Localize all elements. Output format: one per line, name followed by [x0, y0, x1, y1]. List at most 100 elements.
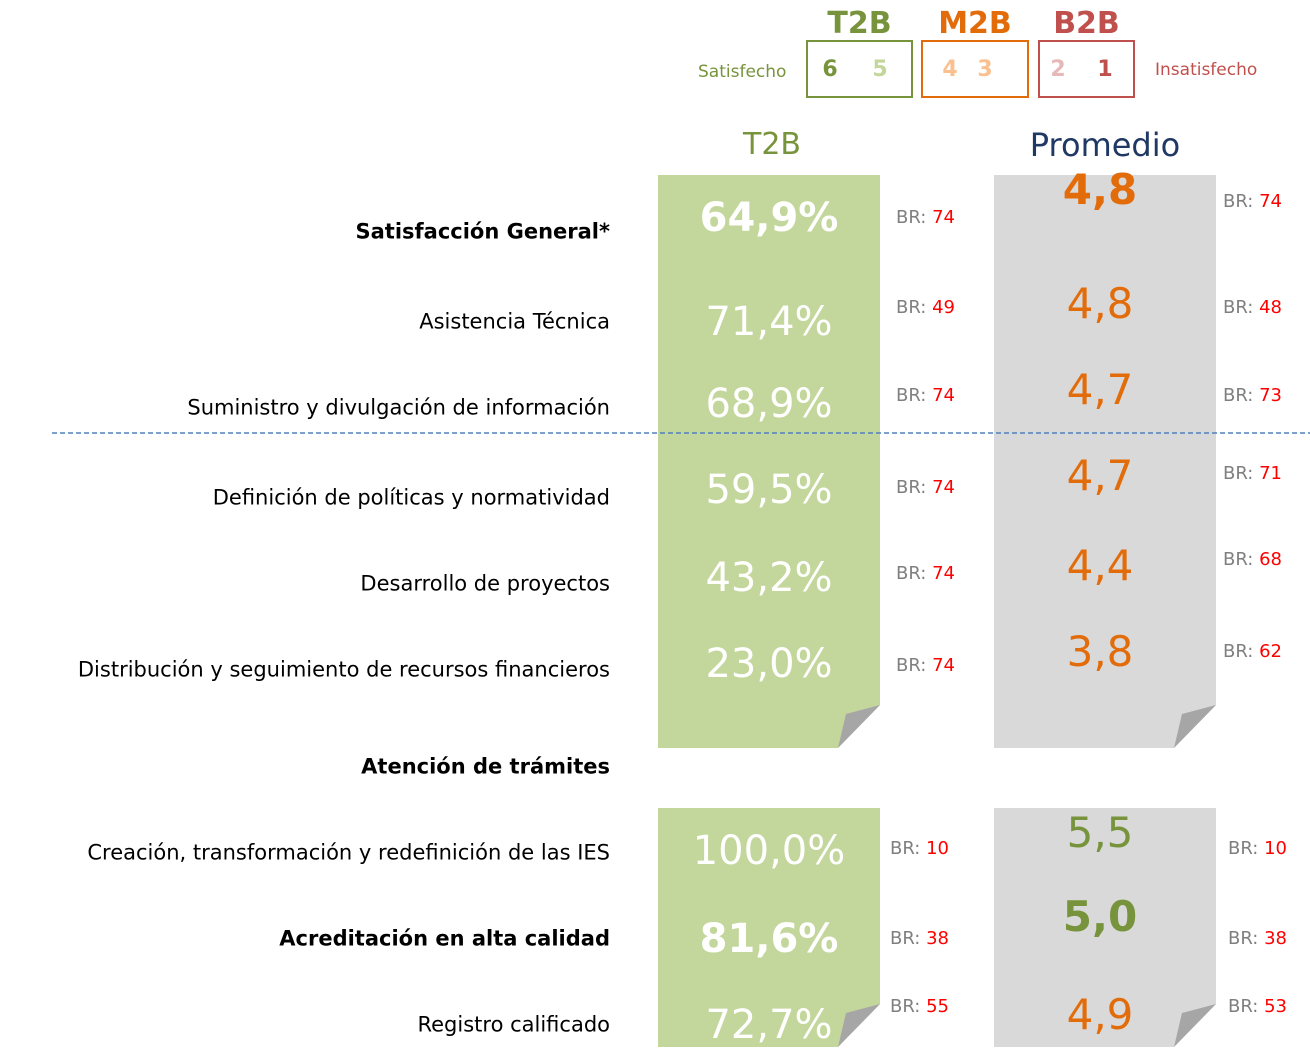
row-label: Acreditación en alta calidad — [279, 926, 610, 951]
row-label: Definición de políticas y normatividad — [212, 485, 610, 510]
base-label: BR: — [896, 477, 927, 498]
t2b-value: 43,2% — [705, 555, 833, 601]
base-label: BR: — [1223, 463, 1254, 484]
base-label: BR: — [896, 655, 927, 676]
legend-score: 6 — [822, 57, 838, 82]
base-value: 55 — [926, 996, 950, 1017]
column-header: T2B — [743, 127, 801, 162]
page-fold — [1174, 705, 1216, 748]
row-label: Registro calificado — [417, 1012, 610, 1037]
base-label: BR: — [1228, 996, 1259, 1017]
row-label: Distribución y seguimiento de recursos f… — [77, 657, 610, 682]
avg-value: 4,8 — [1062, 165, 1138, 214]
avg-value: 5,5 — [1066, 808, 1134, 857]
base-label: BR: — [1228, 838, 1259, 859]
base-value: 73 — [1259, 385, 1283, 406]
base-count: BR: 74 — [896, 209, 955, 227]
avg-value: 4,7 — [1066, 451, 1134, 500]
base-label: BR: — [896, 385, 927, 406]
base-label: BR: — [1223, 385, 1254, 406]
base-label: BR: — [896, 297, 927, 318]
base-label: BR: — [1228, 928, 1259, 949]
row-label: Creación, transformación y redefinición … — [87, 840, 610, 865]
t2b-value: 72,7% — [705, 1002, 833, 1048]
column-header: Promedio — [1029, 126, 1181, 164]
base-count: BR: 68 — [1223, 551, 1282, 569]
base-value: 48 — [1259, 297, 1283, 318]
base-value: 38 — [1264, 928, 1288, 949]
base-label: BR: — [890, 996, 921, 1017]
base-label: BR: — [1223, 549, 1254, 570]
base-label: BR: — [1223, 297, 1254, 318]
base-value: 71 — [1259, 463, 1283, 484]
avg-value: 4,7 — [1066, 365, 1134, 414]
base-count: BR: 74 — [896, 565, 955, 583]
t2b-value: 71,4% — [705, 299, 833, 345]
base-value: 38 — [926, 928, 950, 949]
base-count: BR: 55 — [890, 998, 949, 1016]
base-value: 10 — [1264, 838, 1288, 859]
base-label: BR: — [890, 838, 921, 859]
base-value: 62 — [1259, 641, 1283, 662]
base-value: 53 — [1264, 996, 1288, 1017]
base-count: BR: 48 — [1223, 299, 1282, 317]
row-label: Desarrollo de proyectos — [360, 571, 610, 596]
base-label: BR: — [1223, 641, 1254, 662]
base-count: BR: 38 — [1228, 930, 1287, 948]
legend-score: 1 — [1097, 57, 1113, 82]
avg-value: 4,9 — [1066, 990, 1134, 1039]
avg-panel — [994, 808, 1216, 1047]
base-value: 74 — [932, 563, 956, 584]
page-fold — [838, 1004, 880, 1047]
base-count: BR: 74 — [896, 657, 955, 675]
base-count: BR: 74 — [896, 387, 955, 405]
legend-score: 3 — [977, 57, 993, 82]
base-count: BR: 38 — [890, 930, 949, 948]
page-fold — [1174, 1004, 1216, 1047]
page-fold — [838, 705, 880, 748]
legend-group-label: T2B — [827, 6, 892, 41]
base-value: 49 — [932, 297, 956, 318]
base-count: BR: 74 — [896, 479, 955, 497]
base-label: BR: — [896, 563, 927, 584]
t2b-value: 68,9% — [705, 381, 833, 427]
base-count: BR: 73 — [1223, 387, 1282, 405]
t2b-value: 100,0% — [692, 828, 846, 874]
base-value: 74 — [932, 385, 956, 406]
legend-box — [1038, 40, 1135, 98]
t2b-value: 81,6% — [699, 916, 839, 962]
base-label: BR: — [896, 207, 927, 228]
base-value: 74 — [1259, 191, 1283, 212]
t2b-value: 23,0% — [705, 641, 833, 687]
legend-box — [921, 40, 1029, 98]
base-value: 68 — [1259, 549, 1283, 570]
section-title: Atención de trámites — [361, 754, 610, 779]
row-label: Suministro y divulgación de información — [187, 395, 610, 420]
t2b-value: 59,5% — [705, 467, 833, 513]
legend-left: Satisfecho — [698, 62, 787, 82]
base-value: 74 — [932, 477, 956, 498]
legend-right: Insatisfecho — [1155, 60, 1258, 80]
t2b-value: 64,9% — [699, 195, 839, 241]
base-count: BR: 53 — [1228, 998, 1287, 1016]
avg-value: 4,4 — [1066, 541, 1134, 590]
avg-value: 5,0 — [1062, 892, 1138, 941]
base-value: 10 — [926, 838, 950, 859]
avg-value: 3,8 — [1066, 627, 1134, 676]
base-label: BR: — [1223, 191, 1254, 212]
legend-box — [806, 40, 913, 98]
legend-score: 2 — [1050, 57, 1066, 82]
base-count: BR: 10 — [890, 840, 949, 858]
legend-score: 5 — [872, 57, 888, 82]
legend-group-label: B2B — [1053, 6, 1120, 41]
base-count: BR: 62 — [1223, 643, 1282, 661]
base-label: BR: — [890, 928, 921, 949]
base-value: 74 — [932, 207, 956, 228]
base-count: BR: 71 — [1223, 465, 1282, 483]
legend-group-label: M2B — [938, 6, 1012, 41]
row-label: Satisfacción General* — [355, 219, 610, 244]
base-count: BR: 10 — [1228, 840, 1287, 858]
legend-score: 4 — [942, 57, 958, 82]
